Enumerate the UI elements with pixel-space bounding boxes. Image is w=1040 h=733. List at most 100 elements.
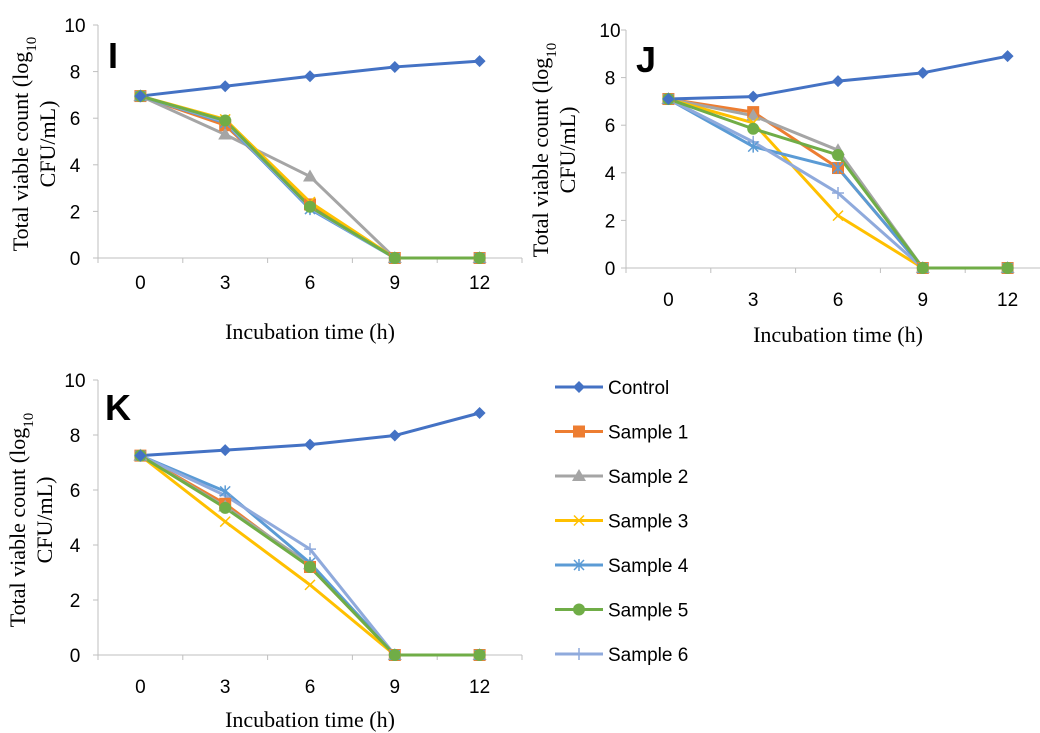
y-axis-title-line2: CFU/mL) xyxy=(35,101,60,188)
x-tick-label: 0 xyxy=(135,677,146,698)
data-point-sample-2-marker xyxy=(218,127,233,140)
y-axis-title-subscript: 10 xyxy=(24,37,40,52)
x-tick-label: 12 xyxy=(469,273,490,294)
data-point-sample-5-marker xyxy=(304,200,316,213)
x-tick-label: 6 xyxy=(833,290,844,311)
y-tick-label: 10 xyxy=(64,371,85,392)
data-point-sample-5-marker xyxy=(916,262,929,274)
panel-label: K xyxy=(105,387,131,428)
series-line-sample-5 xyxy=(139,454,480,657)
x-tick-label: 0 xyxy=(663,290,674,311)
y-tick-label: 4 xyxy=(605,164,616,185)
x-axis-title: Incubation time (h) xyxy=(225,319,395,344)
data-point-control-marker xyxy=(388,429,401,442)
data-point-sample-4-marker xyxy=(747,140,759,153)
x-tick-label: 9 xyxy=(390,273,401,294)
y-tick-label: 6 xyxy=(605,116,616,137)
x-tick-label: 0 xyxy=(135,273,146,294)
legend-label: Sample 4 xyxy=(608,556,689,577)
legend-item-sample-6: Sample 6 xyxy=(555,645,688,666)
y-tick-label: 8 xyxy=(70,63,81,84)
legend-item-sample-1: Sample 1 xyxy=(555,423,688,444)
legend-item-control: Control xyxy=(555,378,669,399)
legend-label: Sample 1 xyxy=(608,423,688,444)
data-point-sample-3-marker xyxy=(219,516,231,528)
legend-item-sample-5: Sample 5 xyxy=(555,601,688,622)
data-point-control-marker xyxy=(916,66,929,79)
legend-item-sample-2: Sample 2 xyxy=(555,467,688,488)
x-tick-label: 3 xyxy=(220,677,231,698)
data-point-sample-2-marker xyxy=(303,169,317,182)
data-point-sample-6-marker xyxy=(304,543,316,556)
y-axis-title-line2: CFU/mL) xyxy=(32,477,57,564)
x-tick-label: 3 xyxy=(220,273,231,294)
x-tick-label: 12 xyxy=(469,677,490,698)
data-point-sample-3-marker xyxy=(304,579,316,591)
data-point-sample-5-marker xyxy=(388,649,401,661)
legend: Control Sample 1 Sample 2 Sample 3 Sample 4 S… xyxy=(555,378,689,666)
data-point-sample-6-marker xyxy=(832,187,844,200)
legend-item-sample-4: Sample 4 xyxy=(555,556,689,577)
legend-label: Control xyxy=(608,378,669,399)
y-tick-label: 8 xyxy=(605,69,616,90)
data-point-sample-5-marker xyxy=(473,252,486,264)
y-axis-title-subscript: 10 xyxy=(544,43,560,58)
y-tick-label: 2 xyxy=(605,211,616,232)
data-point-control-marker xyxy=(134,90,147,103)
x-tick-label: 12 xyxy=(997,290,1018,311)
legend-swatch-marker xyxy=(573,559,585,571)
legend-swatch-marker xyxy=(572,469,586,481)
data-point-control-marker xyxy=(473,55,486,68)
x-tick-label: 6 xyxy=(305,273,316,294)
legend-label: Sample 5 xyxy=(608,601,688,622)
panel-label: I xyxy=(108,35,118,76)
data-point-sample-2-marker xyxy=(746,108,761,121)
x-tick-label: 9 xyxy=(390,677,401,698)
series-line-sample-6 xyxy=(667,97,1008,270)
legend-label: Sample 2 xyxy=(608,467,688,488)
y-tick-label: 10 xyxy=(64,16,85,37)
y-tick-label: 0 xyxy=(70,249,81,270)
data-point-sample-4-marker xyxy=(219,485,231,498)
x-axis-title: Incubation time (h) xyxy=(225,707,395,732)
x-tick-label: 9 xyxy=(918,290,929,311)
y-tick-label: 4 xyxy=(70,536,81,557)
legend-swatch-marker xyxy=(573,381,585,393)
data-point-sample-5-marker xyxy=(473,649,486,661)
data-point-sample-5-marker xyxy=(832,148,844,161)
data-point-sample-4-marker xyxy=(832,162,844,175)
x-tick-label: 6 xyxy=(305,677,316,698)
legend-label: Sample 6 xyxy=(608,645,688,666)
data-point-control-marker xyxy=(219,444,232,457)
y-tick-label: 2 xyxy=(70,591,81,612)
data-point-control-marker xyxy=(388,60,401,73)
x-axis-title: Incubation time (h) xyxy=(753,322,923,347)
data-point-sample-3-marker xyxy=(832,210,844,222)
data-point-sample-5-marker xyxy=(747,122,760,135)
panel-label: J xyxy=(636,39,656,80)
data-point-sample-5-marker xyxy=(388,252,401,264)
data-point-control-marker xyxy=(304,438,316,451)
x-tick-label: 3 xyxy=(748,290,759,311)
legend-swatch-marker xyxy=(573,603,585,616)
data-point-control-marker xyxy=(304,70,316,83)
data-point-control-marker xyxy=(134,449,147,462)
y-axis-title-line2: CFU/mL) xyxy=(555,107,580,194)
legend-item-sample-3: Sample 3 xyxy=(555,512,688,533)
data-point-sample-5-marker xyxy=(219,501,232,514)
data-point-sample-5-marker xyxy=(304,561,316,573)
data-point-control-marker xyxy=(832,75,844,88)
legend-swatch-marker xyxy=(573,648,585,660)
data-point-control-marker xyxy=(747,90,760,103)
legend-swatch-marker xyxy=(573,514,585,527)
y-tick-label: 0 xyxy=(605,259,616,280)
y-tick-label: 0 xyxy=(70,646,81,667)
y-axis-title-subscript: 10 xyxy=(21,413,37,428)
y-tick-label: 8 xyxy=(70,426,81,447)
